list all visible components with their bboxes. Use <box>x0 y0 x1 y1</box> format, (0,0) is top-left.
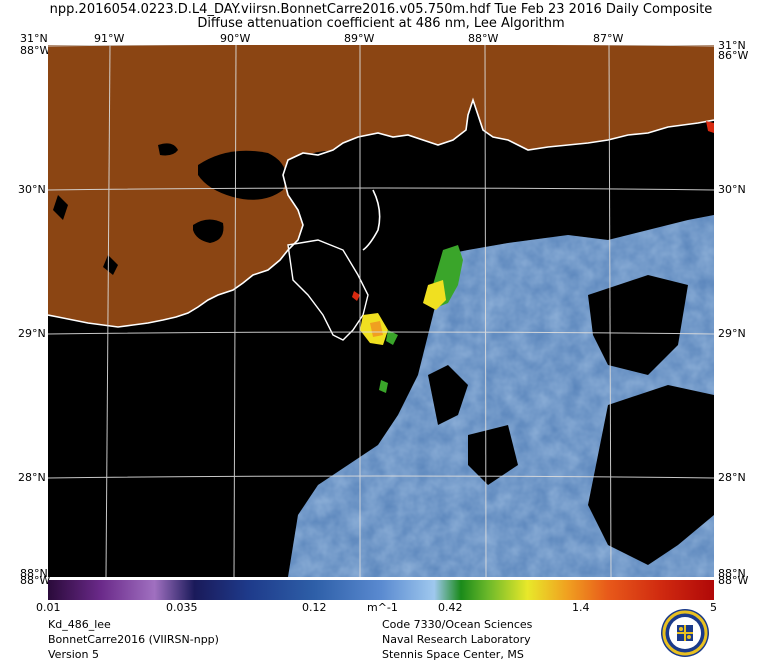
corner-lat-top-right: 31°N <box>718 39 746 52</box>
graticule <box>48 45 714 577</box>
org-location: Stennis Space Center, MS <box>382 648 524 661</box>
lakes <box>53 143 352 275</box>
lon-label-top: 87°W <box>593 32 624 45</box>
coastline <box>48 97 714 328</box>
lon-label-top: 91°W <box>94 32 125 45</box>
corner-lon-top-right: 86°W <box>718 49 749 62</box>
colorbar-tick: 0.035 <box>166 601 198 614</box>
delta-water <box>288 240 368 340</box>
file-title: npp.2016054.0223.D.L4_DAY.viirsn.BonnetC… <box>49 2 713 17</box>
colorbar-tick: 1.4 <box>572 601 590 614</box>
land-mass <box>48 45 714 327</box>
lat-label-right: 29°N <box>718 327 746 340</box>
lon-label-top: 89°W <box>344 32 375 45</box>
colorbar-tick: 0.01 <box>36 601 61 614</box>
lat-label-left: 28°N <box>18 471 46 484</box>
footer-left: Kd_486_lee BonnetCarre2016 (VIIRSN-npp) … <box>48 617 219 662</box>
satellite-map[interactable] <box>48 45 714 577</box>
lat-label-left: 30°N <box>18 183 46 196</box>
corner-lon-top-left: 88°W <box>20 44 51 57</box>
corner-lat-top-left: 31°N <box>20 32 48 45</box>
colorbar-tick: 5 <box>710 601 717 614</box>
footer-right: Code 7330/Ocean Sciences Naval Research … <box>382 617 532 662</box>
corner-lat-bottom-right: 88°N <box>718 567 746 580</box>
river-plume <box>352 121 714 393</box>
org-name: Naval Research Laboratory <box>382 633 531 646</box>
corner-lon-bottom-right: 88°W <box>718 574 749 587</box>
lon-label-top: 90°W <box>220 32 251 45</box>
colorbar-tick: 0.12 <box>302 601 327 614</box>
corner-lon-bottom-left: 88°W <box>20 574 51 587</box>
lon-label-top: 88°W <box>468 32 499 45</box>
dataset-name: BonnetCarre2016 (VIIRSN-npp) <box>48 633 219 646</box>
org-code: Code 7330/Ocean Sciences <box>382 618 533 631</box>
chandeleur-islands <box>362 189 381 251</box>
product-name: Kd_486_lee <box>48 618 111 631</box>
lat-label-right: 28°N <box>718 471 746 484</box>
corner-lat-bottom-left: 88°N <box>20 567 48 580</box>
version-text: Version 5 <box>48 648 99 661</box>
colorbar-tick: 0.42 <box>438 601 463 614</box>
map-canvas <box>48 45 714 577</box>
product-title: Diffuse attenuation coefficient at 486 n… <box>197 16 565 31</box>
colorbar-unit: m^-1 <box>367 601 398 614</box>
lat-label-right: 30°N <box>718 183 746 196</box>
colorbar <box>48 580 714 600</box>
delta-coastline <box>287 239 369 341</box>
navy-lab-seal-icon <box>661 609 709 657</box>
lat-label-left: 29°N <box>18 327 46 340</box>
